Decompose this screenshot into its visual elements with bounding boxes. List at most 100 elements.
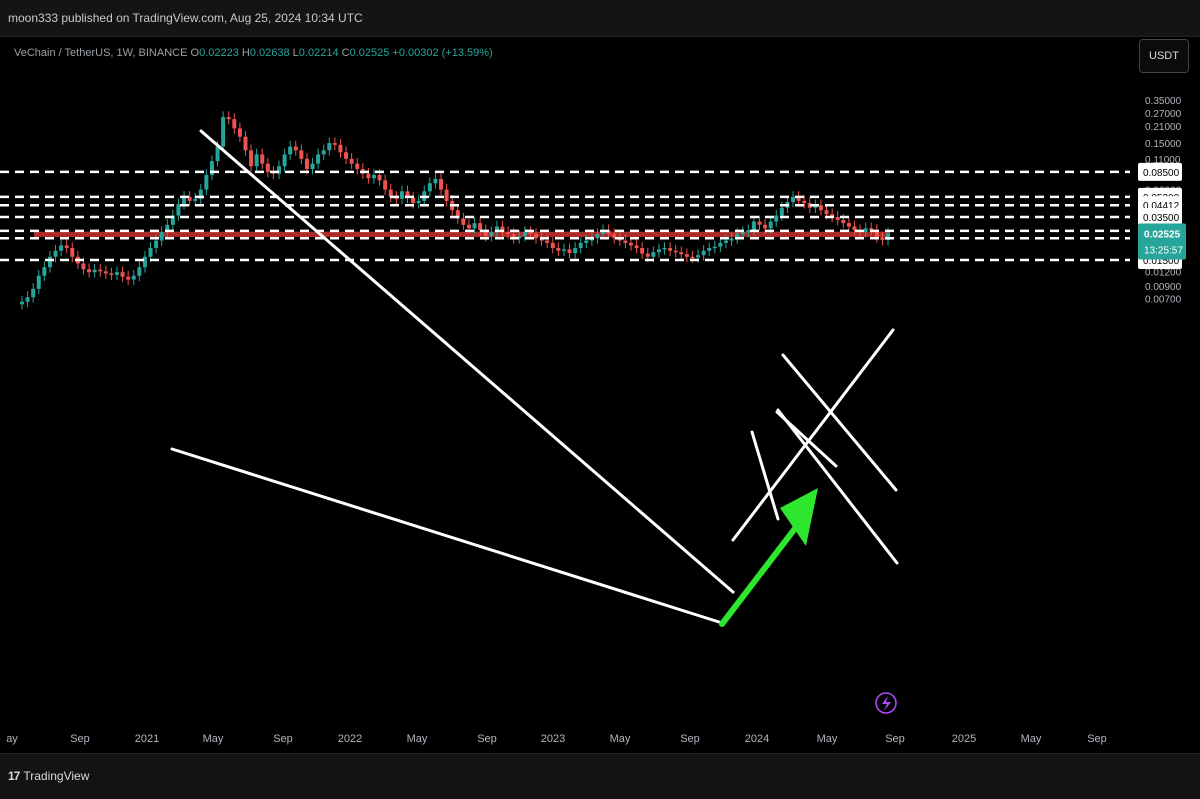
x-axis-tick: Sep: [477, 733, 497, 745]
high-value: 0.02638: [249, 47, 290, 59]
tradingview-logo-icon: 17: [8, 769, 20, 783]
candle-body: [707, 248, 712, 251]
candle-body: [321, 150, 326, 155]
candle-body: [154, 240, 159, 249]
candle-body: [472, 223, 477, 229]
last-price-value: 0.02525: [1144, 230, 1181, 241]
close-label: C: [341, 47, 350, 59]
candle-body: [377, 174, 382, 181]
lightning-icon: [875, 692, 897, 714]
trend-line: [750, 430, 780, 521]
currency-button[interactable]: USDT: [1139, 39, 1189, 73]
candle-body: [193, 198, 198, 201]
candle-body: [550, 242, 555, 249]
candle-body: [92, 269, 97, 273]
candle-body: [405, 191, 410, 198]
candle-body: [679, 252, 684, 255]
low-value: 0.02214: [298, 47, 339, 59]
candle-body: [232, 119, 237, 129]
candle-body: [869, 228, 874, 231]
change-value: +0.00302 (+13.59%): [392, 47, 493, 59]
x-axis-tick: Sep: [273, 733, 293, 745]
x-axis-tick: 2021: [135, 733, 159, 745]
candle-body: [774, 215, 779, 222]
candle-body: [20, 301, 24, 305]
candle-body: [768, 221, 773, 229]
x-axis-tick: May: [610, 733, 631, 745]
candle-body: [126, 276, 131, 280]
candle-body: [807, 203, 812, 208]
level-label: 0.03500: [1143, 213, 1180, 224]
y-axis-tick: 0.00700: [1145, 295, 1182, 306]
candle-body: [824, 210, 829, 215]
candle-body: [338, 144, 343, 153]
candle-body: [399, 191, 404, 199]
candle-body: [182, 196, 187, 205]
candle-body: [651, 252, 656, 257]
candle-body: [561, 249, 566, 251]
candle-body: [696, 255, 701, 258]
candle-body: [226, 117, 231, 120]
level-label: 0.04412: [1143, 201, 1180, 212]
candle-body: [142, 256, 147, 268]
price-chart[interactable]: 0.350000.270000.210000.150000.110000.060…: [0, 37, 1200, 753]
candle-body: [316, 154, 321, 164]
y-axis-tick: 0.15000: [1145, 139, 1182, 150]
candle-body: [137, 267, 142, 276]
y-axis-tick: 0.11000: [1145, 155, 1181, 166]
trend-line: [776, 408, 899, 565]
y-axis-tick: 0.35000: [1145, 96, 1182, 107]
candle-body: [237, 128, 242, 137]
y-axis-tick: 0.01200: [1145, 267, 1182, 278]
candle-body: [573, 248, 578, 254]
candle-body: [684, 254, 689, 257]
candle-body: [478, 223, 483, 231]
candle-body: [656, 249, 661, 253]
published-by-text: moon333 published on TradingView.com, Au…: [8, 11, 363, 25]
candle-body: [584, 240, 589, 243]
close-value: 0.02525: [349, 47, 390, 59]
low-label: L: [292, 47, 299, 59]
trend-line: [781, 353, 898, 492]
candle-body: [310, 163, 315, 169]
candle-body: [494, 226, 499, 233]
candle-body: [70, 248, 75, 257]
candle-body: [645, 253, 650, 257]
candle-body: [623, 240, 628, 243]
last-price-box: [1138, 223, 1186, 260]
candle-body: [813, 205, 818, 208]
candle-body: [198, 189, 203, 199]
symbol-label: VeChain / TetherUS, 1W, BINANCE: [14, 47, 188, 59]
candle-body: [411, 197, 416, 204]
last-price-countdown: 13:25:57: [1144, 246, 1183, 257]
candle-body: [120, 272, 125, 277]
arrow-head: [780, 488, 818, 546]
tradingview-logo[interactable]: 17 TradingView: [8, 769, 89, 783]
candle-body: [880, 237, 885, 241]
candle-body: [53, 250, 58, 257]
candle-body: [779, 207, 784, 216]
candle-body: [388, 189, 393, 197]
candle-body: [103, 271, 108, 274]
candle-body: [282, 154, 287, 167]
candle-body: [886, 233, 890, 241]
candle-body: [159, 232, 164, 241]
trend-line: [199, 129, 735, 594]
open-value: 0.02223: [199, 47, 239, 59]
candle-body: [427, 183, 432, 192]
candle-body: [483, 230, 488, 237]
candle-body: [42, 267, 47, 276]
candle-body: [416, 200, 421, 204]
level-label: 0.01500: [1143, 256, 1180, 267]
candle-body: [746, 230, 751, 233]
chart-area[interactable]: 0.350000.270000.210000.150000.110000.060…: [0, 37, 1200, 753]
candle-body: [701, 250, 706, 256]
candle-body: [556, 248, 561, 251]
candle-body: [466, 224, 471, 229]
candle-body: [455, 210, 460, 219]
candle-body: [863, 228, 868, 233]
candle-body: [433, 178, 438, 184]
candle-body: [243, 136, 248, 151]
candle-body: [36, 275, 41, 289]
candle-body: [723, 240, 728, 243]
